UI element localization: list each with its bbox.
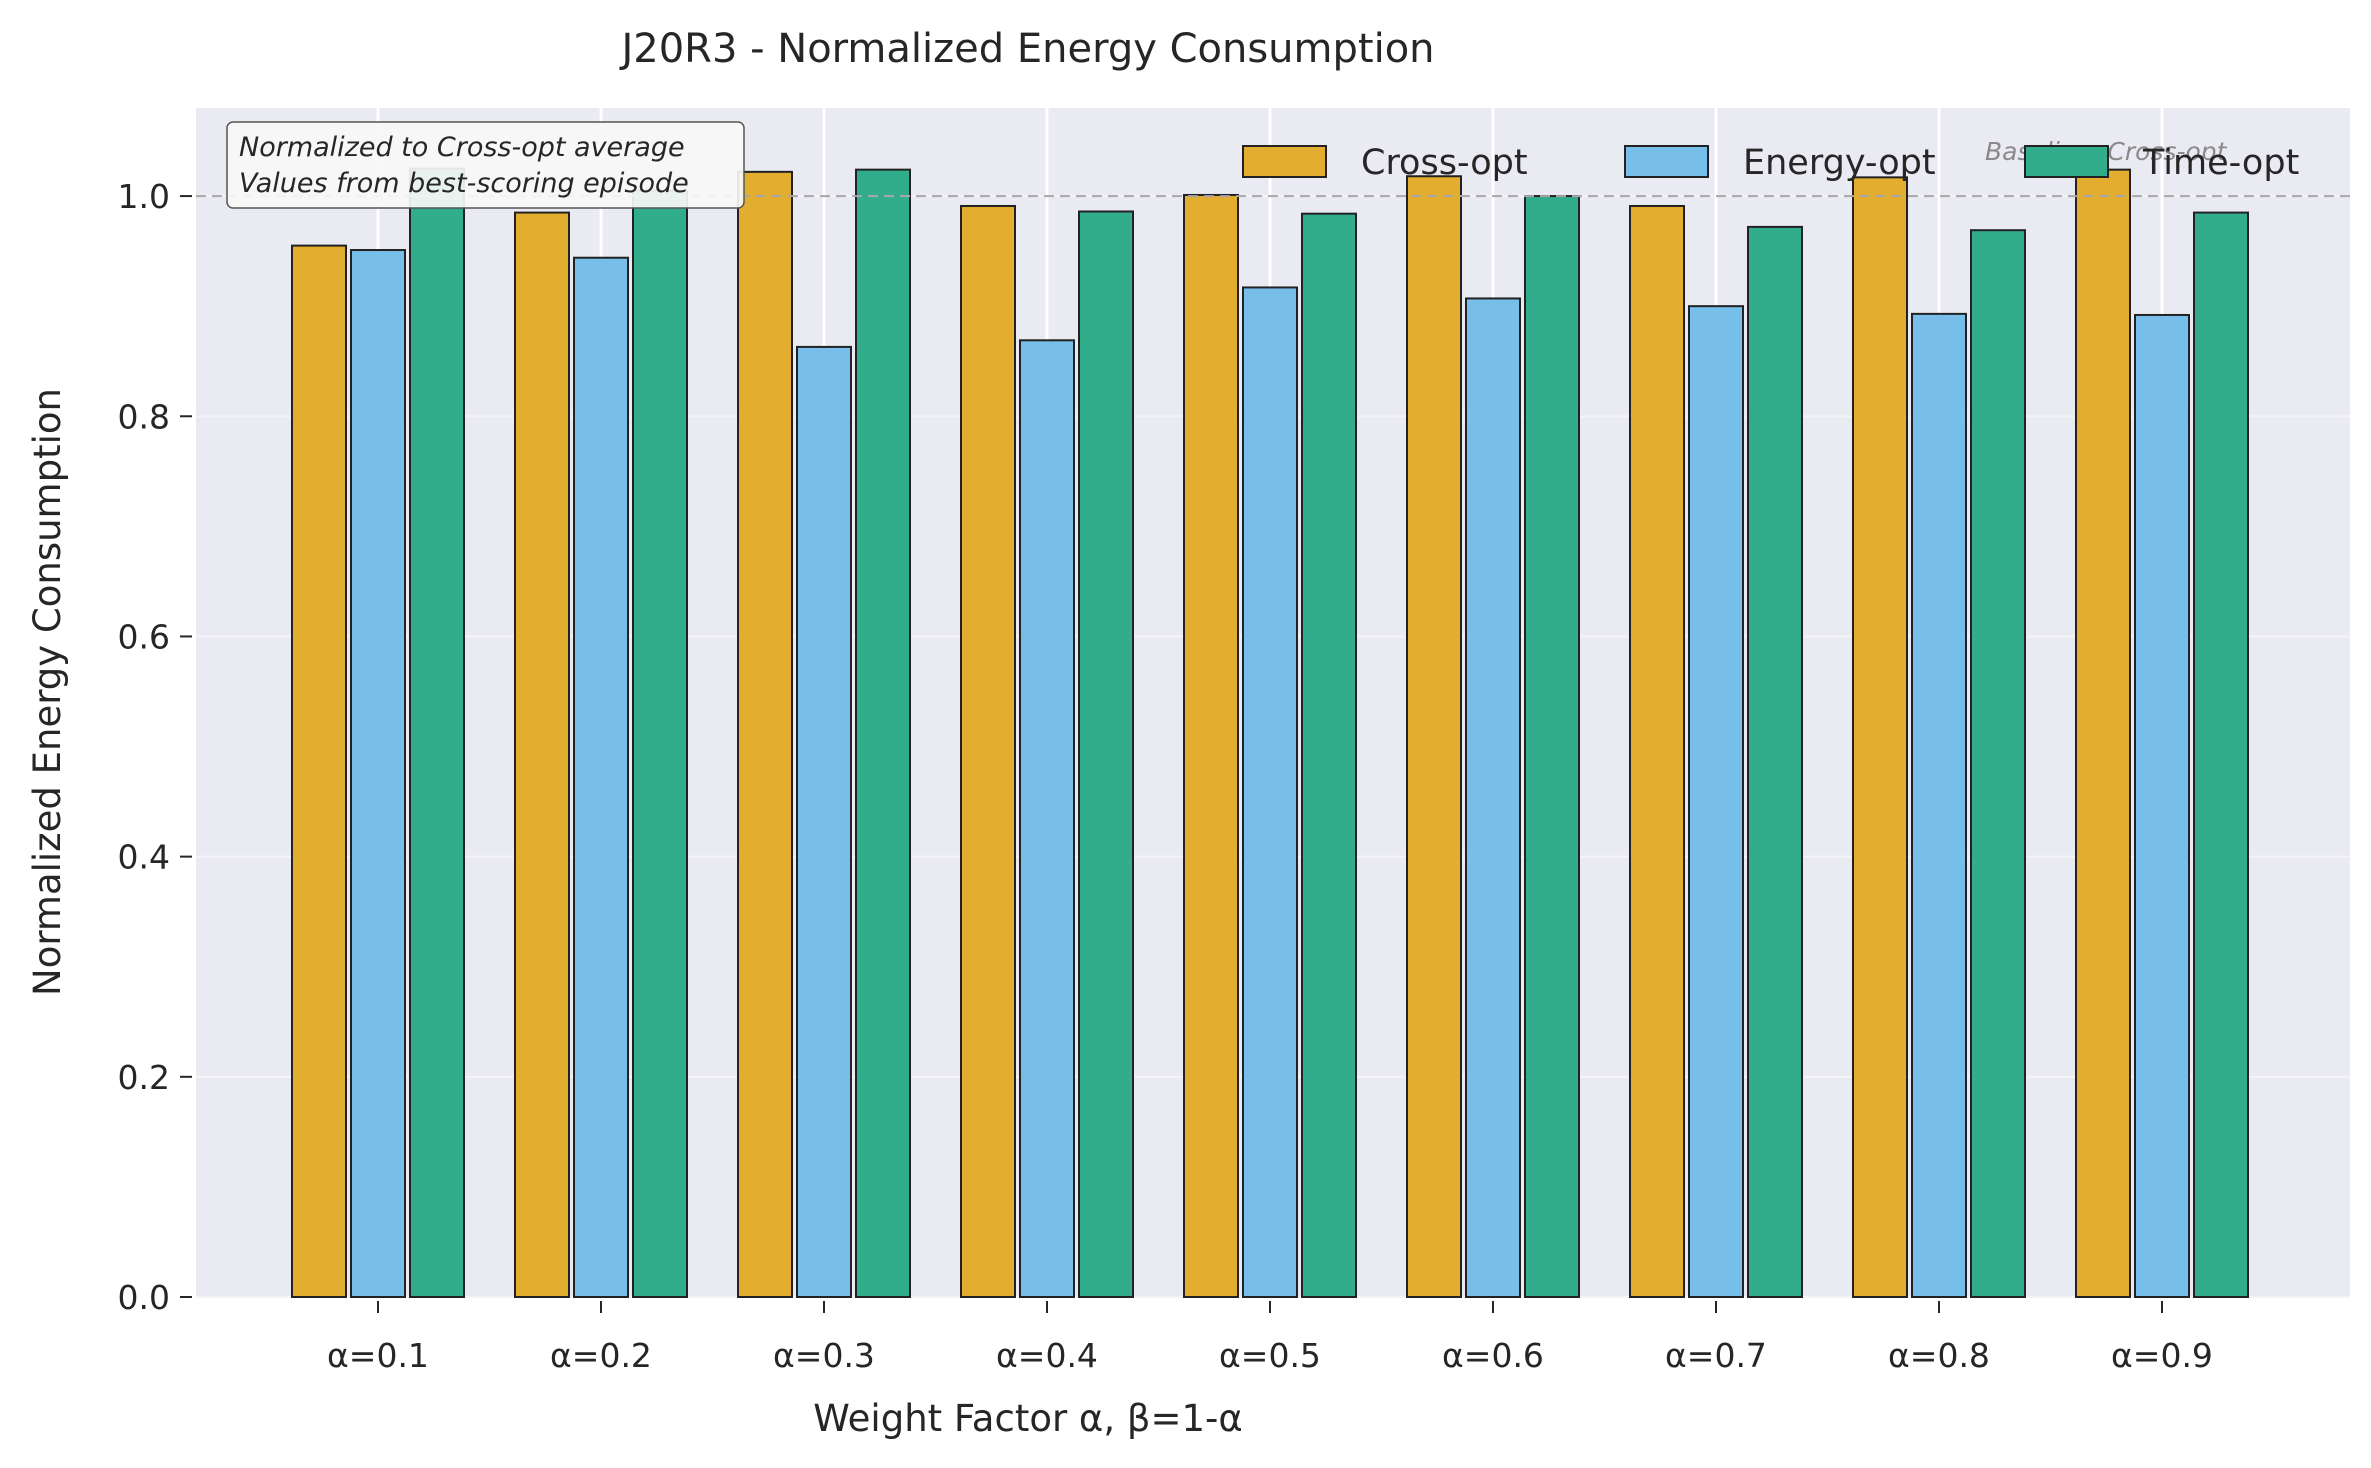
- bar-energy-opt: [2134, 313, 2190, 1298]
- x-tick-label: α=0.2: [550, 1336, 652, 1375]
- bar-cross-opt: [960, 204, 1016, 1298]
- legend-label: Cross-opt: [1361, 143, 1528, 183]
- x-tick-label: α=0.4: [996, 1336, 1098, 1375]
- bar-cross-opt: [2075, 168, 2131, 1298]
- bar-time-opt: [632, 189, 688, 1298]
- x-tick-label: α=0.9: [2111, 1336, 2213, 1375]
- y-tick-label: 1.0: [118, 177, 170, 216]
- x-tick-label: α=0.1: [327, 1336, 429, 1375]
- x-tick-label: α=0.3: [773, 1336, 875, 1375]
- legend-label: Energy-opt: [1743, 143, 1936, 183]
- annotation-frame: [226, 121, 745, 209]
- legend-swatch: [1242, 145, 1327, 178]
- x-tick-label: α=0.8: [1888, 1336, 1990, 1375]
- annotation-box: Normalized to Cross-opt average Values f…: [226, 121, 745, 209]
- legend-label: Time-opt: [2142, 143, 2299, 183]
- bar-cross-opt: [737, 170, 793, 1298]
- bars: [291, 167, 2249, 1299]
- bar-cross-opt: [1852, 176, 1908, 1299]
- x-tick-label: α=0.7: [1665, 1336, 1767, 1375]
- bar-energy-opt: [796, 345, 852, 1298]
- y-tick-label: 0.2: [118, 1058, 170, 1097]
- bar-energy-opt: [1465, 297, 1521, 1298]
- legend: Cross-opt Energy-opt Time-opt: [1242, 143, 2299, 183]
- bar-energy-opt: [1019, 339, 1075, 1299]
- bar-energy-opt: [1688, 305, 1744, 1298]
- bar-energy-opt: [573, 256, 629, 1298]
- bar-time-opt: [1747, 225, 1803, 1298]
- bar-cross-opt: [1183, 193, 1239, 1298]
- annotation-line-2: Values from best-scoring episode: [239, 168, 689, 199]
- bar-time-opt: [1078, 210, 1134, 1298]
- bar-cross-opt: [514, 211, 570, 1298]
- bar-cross-opt: [1406, 175, 1462, 1298]
- x-tick-label: α=0.5: [1219, 1336, 1321, 1375]
- legend-swatch: [2024, 145, 2109, 178]
- bar-time-opt: [1524, 195, 1580, 1298]
- y-axis: 0.0 0.2 0.4 0.6 0.8 1.0: [118, 177, 192, 1317]
- bar-time-opt: [855, 168, 911, 1298]
- bar-cross-opt: [291, 244, 347, 1299]
- bar-cross-opt: [1629, 204, 1685, 1298]
- bar-time-opt: [1970, 229, 2026, 1299]
- bar-time-opt: [2193, 211, 2249, 1298]
- bar-energy-opt: [1242, 286, 1298, 1298]
- x-axis: α=0.1 α=0.2 α=0.3 α=0.4 α=0.5 α=0.6 α=0.7 α=0.8…: [327, 1301, 2213, 1375]
- bar-time-opt: [1301, 212, 1357, 1299]
- y-axis-label: Normalized Energy Consumption: [26, 388, 69, 996]
- legend-swatch: [1624, 145, 1709, 178]
- y-tick-label: 0.8: [118, 397, 170, 436]
- bar-energy-opt: [1911, 312, 1967, 1298]
- bar-time-opt: [409, 167, 465, 1299]
- chart-title: J20R3 - Normalized Energy Consumption: [618, 26, 1434, 72]
- annotation-line-1: Normalized to Cross-opt average: [239, 132, 685, 163]
- y-tick-label: 0.0: [118, 1278, 170, 1317]
- y-tick-label: 0.4: [118, 838, 170, 877]
- x-axis-label: Weight Factor α, β=1-α: [813, 1397, 1243, 1440]
- y-tick-label: 0.6: [118, 617, 170, 656]
- bar-energy-opt: [350, 249, 406, 1299]
- x-tick-label: α=0.6: [1442, 1336, 1544, 1375]
